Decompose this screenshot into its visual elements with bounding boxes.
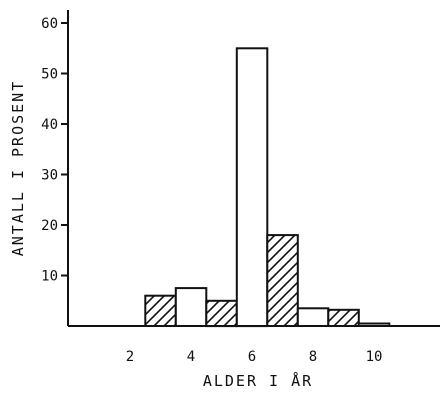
y-tick-label-30: 30 bbox=[41, 168, 58, 184]
y-tick-label-40: 40 bbox=[41, 117, 58, 133]
x-tick-label-4: 4 bbox=[187, 349, 195, 365]
bar-3 bbox=[205, 299, 238, 328]
x-tick-label-10: 10 bbox=[366, 349, 383, 365]
bar-7 bbox=[327, 308, 360, 327]
y-tick-label-20: 20 bbox=[41, 218, 58, 234]
bar-4 bbox=[235, 47, 269, 328]
y-tick-label-10: 10 bbox=[41, 269, 58, 285]
bar-2 bbox=[174, 287, 208, 328]
y-tick-label-50: 50 bbox=[41, 67, 58, 83]
bar-6 bbox=[296, 307, 330, 327]
axes-layer bbox=[67, 10, 440, 327]
x-tick-label-8: 8 bbox=[309, 349, 317, 365]
x-tick-label-2: 2 bbox=[126, 349, 134, 365]
x-tick-label-6: 6 bbox=[248, 349, 256, 365]
x-axis-label: ALDER I ÅR bbox=[203, 371, 313, 390]
y-axis-label: ANTALL I PROSENT bbox=[9, 80, 27, 257]
ticks-layer: 10 20 30 40 50 60 2 4 6 8 10 bbox=[41, 16, 382, 365]
bar-5 bbox=[266, 234, 299, 328]
bars-layer bbox=[144, 47, 391, 328]
bar-1 bbox=[144, 294, 177, 328]
y-tick-label-60: 60 bbox=[41, 16, 58, 32]
